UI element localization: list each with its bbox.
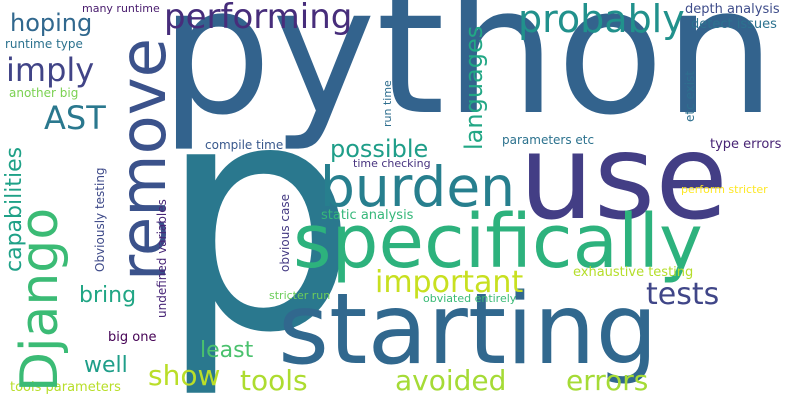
word-python: python: [160, 0, 776, 154]
word-possible: possible: [330, 135, 429, 163]
word-p: p: [158, 34, 359, 400]
word-exhaustive-testing: exhaustive testing: [573, 265, 694, 280]
word-imply: imply: [6, 51, 95, 89]
word-burden: burden: [320, 155, 516, 219]
word-runtime-type: runtime type: [5, 37, 83, 51]
word-perform-stricter: perform stricter: [681, 183, 768, 196]
word-probably: probably: [518, 0, 685, 41]
word-important: important: [375, 265, 524, 300]
word-use: use: [519, 108, 728, 246]
word-many-runtime: many runtime: [82, 2, 160, 15]
word-obvious-case: obvious case: [278, 194, 292, 272]
word-etc-exist: etc exist: [683, 70, 697, 122]
word-stricter-run: stricter run: [269, 289, 331, 302]
word-errors: errors: [566, 364, 649, 397]
word-tools: tools: [240, 364, 308, 397]
word-type-errors: type errors: [710, 137, 782, 152]
word-parameters-etc: parameters etc: [502, 133, 595, 147]
word-Obviously-testing: Obviously testing: [93, 167, 107, 272]
word-avoided: avoided: [395, 364, 507, 397]
word-tests: tests: [646, 277, 720, 312]
word-detect-issues: detect issues: [691, 17, 777, 32]
word-static-analysis: static analysis: [321, 208, 414, 223]
word-undefined-variables: undefined variables: [155, 199, 169, 318]
word-well: well: [84, 353, 128, 378]
word-specifically: specifically: [293, 199, 703, 285]
word-AST: AST: [44, 99, 106, 137]
word-capabilities: capabilities: [2, 146, 27, 272]
word-tools-parameters: tools parameters: [10, 380, 121, 395]
word-bring: bring: [79, 283, 137, 308]
word-hoping: hoping: [10, 9, 93, 37]
word-show: show: [148, 359, 221, 392]
word-languages: languages: [460, 25, 488, 150]
word-performing: performing: [164, 0, 353, 37]
word-least: least: [200, 338, 254, 363]
word-starting: starting: [278, 273, 658, 387]
word-big-one: big one: [108, 330, 157, 345]
word-compile-time: compile time: [205, 138, 284, 152]
word-time-checking: time checking: [353, 157, 431, 170]
word-obviated-entirely: obviated entirely: [423, 292, 517, 305]
word-run-time: run time: [381, 80, 394, 127]
word-another-big: another big: [9, 86, 79, 100]
word-depth-analysis: depth analysis: [685, 2, 780, 17]
